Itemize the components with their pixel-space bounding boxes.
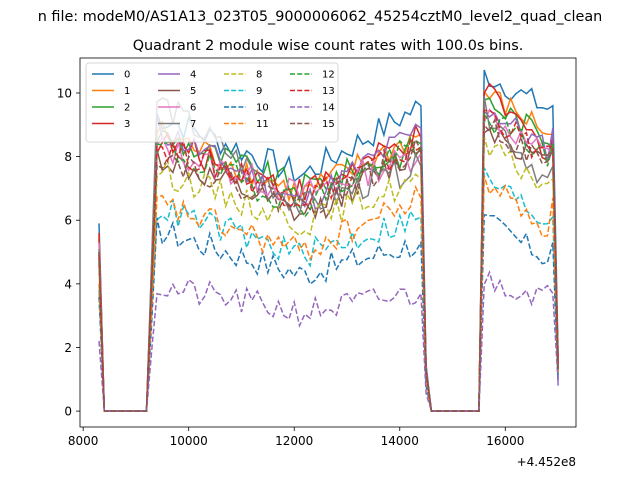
legend-label: 11 <box>256 119 269 130</box>
x-tick-label: 12000 <box>275 434 313 448</box>
y-tick-label: 10 <box>57 86 72 100</box>
series-line-14 <box>98 270 559 412</box>
legend-label: 8 <box>256 70 262 81</box>
x-offset-label: +4.452e8 <box>517 455 576 469</box>
x-tick-label: 14000 <box>381 434 419 448</box>
legend-label: 2 <box>124 103 130 114</box>
legend-label: 15 <box>322 119 335 130</box>
series-line-7 <box>98 96 559 412</box>
series-line-10 <box>98 213 559 412</box>
series-line-9 <box>98 167 559 412</box>
y-tick-label: 0 <box>64 405 72 419</box>
legend-label: 6 <box>190 103 196 114</box>
x-tick-label: 10000 <box>170 434 208 448</box>
x-axis: 8000 10000 12000 14000 16000 <box>68 427 524 448</box>
y-tick-label: 8 <box>64 150 72 164</box>
legend-label: 10 <box>256 103 269 114</box>
plot-frame <box>79 57 577 428</box>
legend-label: 5 <box>190 86 196 97</box>
series-line-15 <box>98 117 559 412</box>
legend-label: 1 <box>124 86 130 97</box>
series-line-8 <box>98 136 559 412</box>
legend-box <box>85 62 339 143</box>
y-tick-label: 6 <box>64 214 72 228</box>
legend-label: 12 <box>322 70 335 81</box>
legend-label: 9 <box>256 86 262 97</box>
chart-title: Quadrant 2 module wise count rates with … <box>133 38 524 54</box>
x-tick-label: 8000 <box>68 434 99 448</box>
figure-suptitle: n file: modeM0/AS1A13_023T05_9000006062_… <box>38 9 603 25</box>
legend-label: 13 <box>322 86 335 97</box>
series-line-4 <box>98 109 559 412</box>
x-tick-label: 16000 <box>486 434 524 448</box>
legend-label: 14 <box>322 103 335 114</box>
y-axis: 0 2 4 6 8 10 <box>57 86 80 419</box>
legend-label: 7 <box>190 119 196 130</box>
plot-lines <box>98 69 559 412</box>
legend-label: 3 <box>124 119 130 130</box>
y-tick-label: 2 <box>64 341 72 355</box>
legend-label: 0 <box>124 70 130 81</box>
y-tick-label: 4 <box>64 277 72 291</box>
legend-label: 4 <box>190 70 196 81</box>
